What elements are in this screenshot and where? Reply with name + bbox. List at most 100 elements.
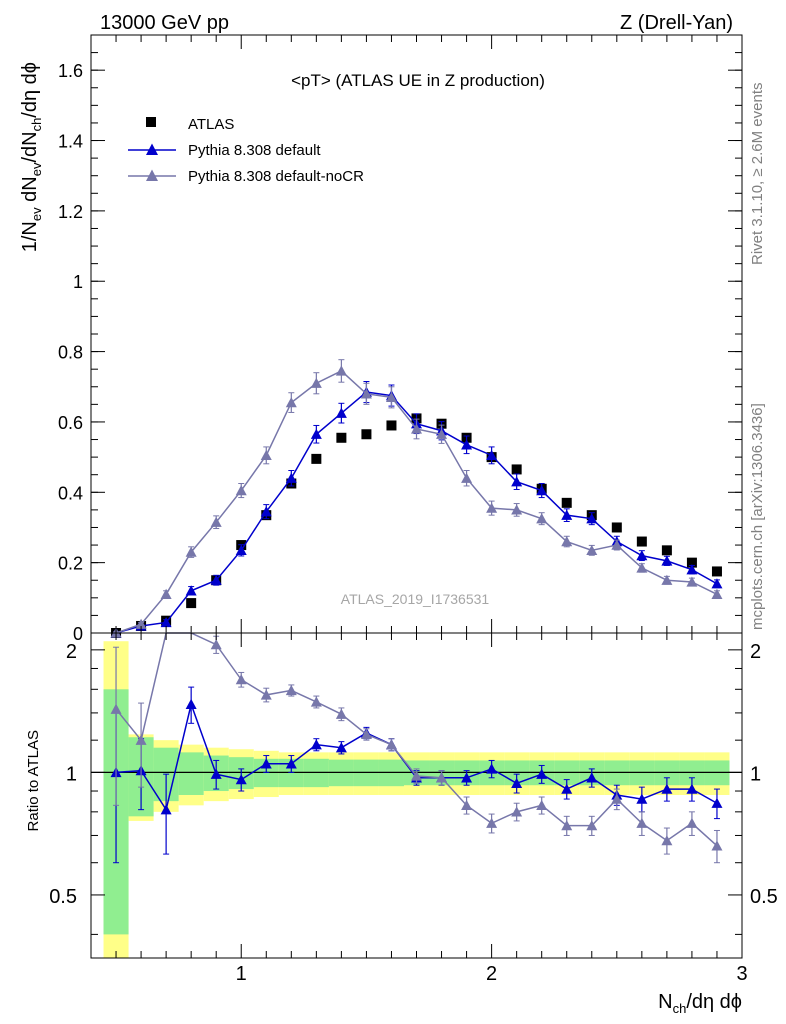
data-point-nocr [385,391,397,402]
ratio-point-default [285,758,297,769]
analysis-watermark: ATLAS_2019_I1736531 [341,591,490,607]
ratio-point-nocr [686,817,698,828]
data-point-atlas [361,429,372,440]
ratio-point-default [185,698,197,709]
ratio-point-default [210,768,222,779]
data-point-nocr [686,576,698,587]
ratio-point-nocr [636,817,648,828]
data-point-nocr [586,544,598,556]
x-tick-label: 1 [236,963,247,985]
data-point-default [561,509,573,520]
ratio-point-default [561,783,573,794]
ratio-point-default [260,758,272,769]
data-point-nocr [335,365,347,376]
main-axes: 0 0.2 0.4 0.6 0.8 1 1.2 1.4 1.6 [58,34,743,644]
data-point-atlas [611,522,622,533]
data-point-default [636,550,648,561]
ratio-y-tick-label: 0.5 [49,886,77,908]
ratio-y-tick-label-right: 1 [750,763,761,785]
ratio-y-tick-label-right: 0.5 [750,886,778,908]
ratio-point-nocr [135,734,147,745]
ratio-point-nocr [110,703,122,714]
ratio-point-nocr [285,684,297,696]
data-point-nocr [185,546,197,557]
ratio-point-nocr [360,728,372,740]
data-point-atlas [711,566,722,577]
data-point-default [511,476,523,487]
main-panel: 0 0.2 0.4 0.6 0.8 1 1.2 1.4 1.6 <pT> (ATLAS UE i… [19,34,743,644]
data-point-nocr [536,513,548,524]
ratio-axes: 0.5 0.5 1 1 2 2 1 2 3 [49,633,778,985]
ratio-point-nocr [310,696,322,707]
y-tick-label: 1.4 [58,132,83,152]
ratio-point-nocr [335,708,347,719]
data-point-atlas [186,598,197,609]
y-tick-label: 0.4 [58,483,83,503]
ratio-point-nocr [411,770,422,781]
legend-marker-atlas [146,117,156,127]
ratio-point-default [335,742,347,753]
header-process-energy: 13000 GeV pp [100,12,229,34]
ratio-series-layer [110,632,723,864]
ratio-point-default [235,774,247,785]
legend-label-default: Pythia 8.308 default [188,142,321,159]
ratio-point-default [511,777,523,789]
data-point-atlas [386,420,397,431]
data-point-atlas [561,497,572,508]
legend-marker-nocr [146,169,158,181]
data-point-atlas [311,453,322,464]
ratio-point-default [461,772,473,783]
ratio-y-axis-label: Ratio to ATLAS [25,730,42,831]
ratio-point-default [686,783,698,794]
data-point-nocr [235,485,247,496]
data-point-default [185,585,197,596]
ratio-point-default [661,783,673,794]
data-point-default [160,616,172,628]
data-point-nocr [511,504,523,515]
rivet-version-label: Rivet 3.1.10, ≥ 2.6M events [749,83,766,266]
x-axis-label: Nch/dη dϕ [658,991,742,1016]
data-point-nocr [561,536,573,547]
y-tick-label: 1.2 [58,202,83,222]
data-point-nocr [711,588,723,599]
y-tick-label: 0.6 [58,413,83,433]
ratio-point-nocr [511,806,523,817]
ratio-point-nocr [586,820,598,831]
y-tick-label: 1 [73,272,83,292]
data-point-atlas [511,464,522,475]
green-band-bin [178,752,204,795]
ratio-y-tick-label: 2 [66,641,77,663]
data-point-nocr [636,562,648,573]
ratio-point-default [536,768,548,779]
data-point-default [210,574,222,585]
data-point-nocr [661,574,673,585]
ratio-point-nocr [235,674,247,685]
data-point-nocr [260,449,272,461]
ratio-y-tick-label: 1 [66,763,77,785]
chart-title: <pT> (ATLAS UE in Z production) [291,71,545,90]
data-point-default [686,564,698,575]
x-tick-label: 3 [736,963,747,985]
x-tick-label: 2 [486,963,497,985]
legend-label-nocr: Pythia 8.308 default-noCR [188,168,364,185]
y-tick-label: 0 [73,624,83,644]
data-point-nocr [210,516,222,527]
ratio-panel: 0.5 0.5 1 1 2 2 1 2 3 Ratio to ATLAS [25,632,778,985]
data-point-default [461,439,473,450]
data-point-default [536,485,548,496]
ratio-point-nocr [561,820,573,831]
legend: ATLAS Pythia 8.308 default Pythia 8.308 … [128,116,364,185]
ratio-point-default [711,797,723,808]
data-point-atlas [661,545,672,556]
data-point-default [335,407,347,418]
data-point-default [486,449,498,461]
data-point-nocr [436,428,448,439]
ratio-point-default [586,772,598,783]
ratio-point-nocr [436,772,448,783]
legend-marker-default [146,143,158,155]
data-point-default [260,506,272,517]
mcplots-citation-label: mcplots.cern.ch [arXiv:1306.3436] [749,403,766,630]
data-point-atlas [336,432,347,443]
legend-label-atlas: ATLAS [188,116,234,133]
